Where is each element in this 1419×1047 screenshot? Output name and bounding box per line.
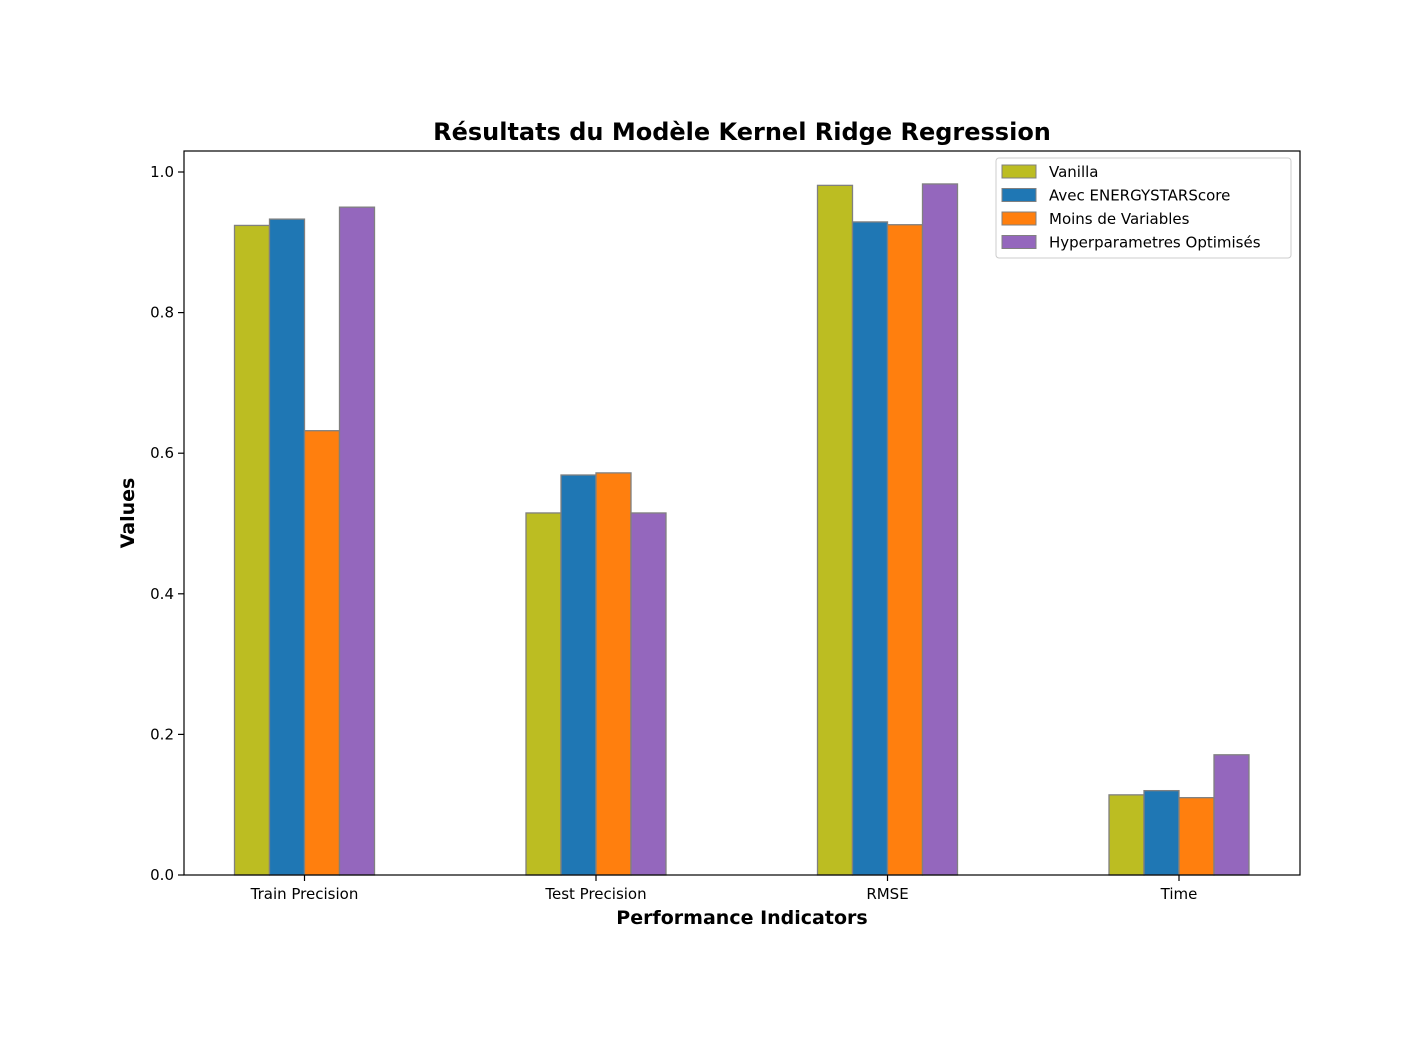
legend-swatch <box>1001 211 1037 226</box>
y-tick-label: 0.0 <box>150 866 174 884</box>
chart-title: Résultats du Modèle Kernel Ridge Regress… <box>433 118 1051 146</box>
y-axis: 0.0 0.2 0.4 0.6 0.8 1.0 <box>150 163 184 884</box>
y-tick-label: 0.2 <box>150 725 174 743</box>
bar-hyperparametres-optimis-s-2 <box>921 183 959 876</box>
y-tick-label: 1.0 <box>150 163 174 181</box>
bar-moins-de-variables-3 <box>1178 797 1215 876</box>
bar-vanilla-3 <box>1108 794 1145 876</box>
bar-vanilla-2 <box>816 184 854 876</box>
bar-moins-de-variables-1 <box>595 472 632 876</box>
bar-moins-de-variables-0 <box>303 430 341 876</box>
legend-box <box>995 157 1292 259</box>
plot-area-frame <box>183 150 1301 876</box>
legend: Vanilla Avec ENERGYSTARScore Moins de Vari… <box>995 157 1292 259</box>
y-axis-label: Values <box>117 478 139 549</box>
x-tick-label: RMSE <box>866 885 908 903</box>
bar-avec-energystarscore-1 <box>560 474 597 876</box>
y-tick-label: 0.4 <box>150 585 174 603</box>
y-tick-label: 0.6 <box>150 444 174 462</box>
bar-hyperparametres-optimis-s-3 <box>1213 754 1250 876</box>
y-tick-label: 0.8 <box>150 304 174 322</box>
legend-swatch <box>1001 235 1037 249</box>
bar-moins-de-variables-2 <box>886 224 924 876</box>
legend-swatch <box>1001 188 1037 202</box>
bar-vanilla-0 <box>233 224 271 876</box>
bars-group <box>233 183 1250 876</box>
legend-label: Moins de Variables <box>1049 210 1190 228</box>
legend-label: Vanilla <box>1049 163 1099 181</box>
x-tick-label: Test Precision <box>544 885 646 903</box>
legend-label: Avec ENERGYSTARScore <box>1049 187 1230 205</box>
bar-hyperparametres-optimis-s-1 <box>630 512 667 876</box>
bar-avec-energystarscore-0 <box>268 218 306 876</box>
bar-avec-energystarscore-3 <box>1143 789 1180 876</box>
bar-vanilla-1 <box>525 512 562 876</box>
bar-avec-energystarscore-2 <box>851 221 889 876</box>
bar-hyperparametres-optimis-s-0 <box>338 206 376 876</box>
x-axis: Train Precision Test Precision RMSE Time <box>250 875 1198 903</box>
legend-label: Hyperparametres Optimisés <box>1049 234 1261 252</box>
x-tick-label: Train Precision <box>250 885 359 903</box>
legend-swatch <box>1001 164 1037 179</box>
x-tick-label: Time <box>1160 885 1198 903</box>
x-axis-label: Performance Indicators <box>616 907 867 929</box>
